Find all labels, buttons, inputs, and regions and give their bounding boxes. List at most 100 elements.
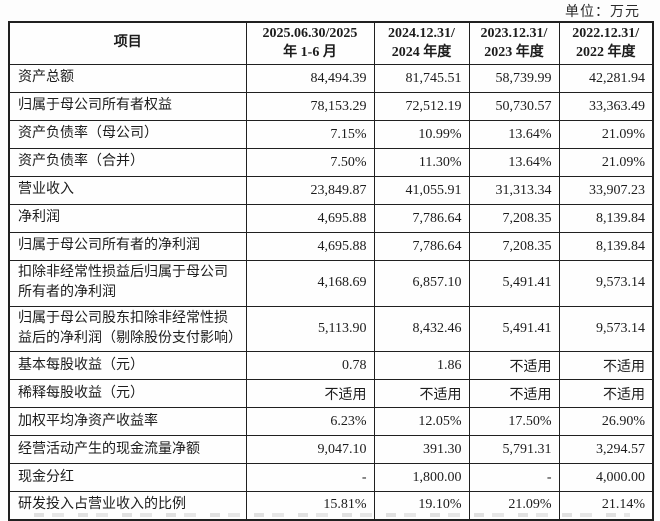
- unit-label: 单位：万元: [565, 5, 640, 20]
- table-row: 归属于母公司股东扣除非经常性损益后的净利润（剔除股份支付影响） 5,113.90…: [8, 305, 654, 353]
- row-label: 营业收入: [8, 176, 247, 205]
- cell-value: 8,432.46: [373, 305, 470, 353]
- header-2024: 2024.12.31/ 2024 年度: [373, 21, 470, 65]
- cell-value: 0.78: [245, 351, 375, 381]
- table-row: 资产负债率（合并） 7.50% 11.30% 13.64% 21.09%: [8, 148, 654, 177]
- header-2023-line1: 2023.12.31/: [480, 25, 548, 41]
- header-item: 项目: [8, 21, 247, 65]
- cell-value: 6,857.10: [373, 260, 470, 307]
- header-2025: 2025.06.30/2025 年 1-6 月: [245, 21, 375, 65]
- cell-value: 81,745.51: [373, 64, 470, 93]
- row-label: 现金分红: [8, 463, 247, 493]
- cell-value: 不适用: [558, 379, 654, 409]
- cell-value: 5,491.41: [468, 260, 560, 307]
- cell-value: 1.86: [373, 351, 470, 381]
- table-row: 营业收入 23,849.87 41,055.91 31,313.34 33,90…: [8, 176, 654, 205]
- table-row: 净利润 4,695.88 7,786.64 7,208.35 8,139.84: [8, 204, 654, 233]
- cell-value: 9,573.14: [558, 305, 654, 353]
- header-2022-line1: 2022.12.31/: [572, 25, 640, 41]
- header-2023: 2023.12.31/ 2023 年度: [468, 21, 560, 65]
- cell-value: 5,791.31: [468, 435, 560, 465]
- row-label: 净利润: [8, 204, 247, 233]
- header-row: 项目 2025.06.30/2025 年 1-6 月 2024.12.31/ 2…: [8, 21, 654, 65]
- cell-value: 4,695.88: [245, 204, 375, 233]
- cell-value: 7.50%: [245, 148, 375, 177]
- cell-value: 12.05%: [373, 407, 470, 437]
- cell-value: 58,739.99: [468, 64, 560, 93]
- header-2025-line2: 年 1-6 月: [283, 44, 337, 60]
- table-row: 扣除非经常性损益后归属于母公司所有者的净利润 4,168.69 6,857.10…: [8, 260, 654, 307]
- cell-value: 31,313.34: [468, 176, 560, 205]
- cell-value: 不适用: [373, 379, 470, 409]
- cell-value: 4,168.69: [245, 260, 375, 307]
- cell-value: 391.30: [373, 435, 470, 465]
- cell-value: 11.30%: [373, 148, 470, 177]
- cell-value: -: [468, 463, 560, 493]
- row-label: 稀释每股收益（元）: [8, 379, 247, 409]
- table-header: 项目 2025.06.30/2025 年 1-6 月 2024.12.31/ 2…: [8, 21, 654, 65]
- cell-value: 不适用: [468, 351, 560, 381]
- cell-value: 不适用: [468, 379, 560, 409]
- cell-value: 10.99%: [373, 120, 470, 149]
- row-label: 基本每股收益（元）: [8, 351, 247, 381]
- cell-value: 42,281.94: [558, 64, 654, 93]
- cell-value: 1,800.00: [373, 463, 470, 493]
- cell-value: 5,491.41: [468, 305, 560, 353]
- cell-value: 4,000.00: [558, 463, 654, 493]
- table-body: 资产总额 84,494.39 81,745.51 58,739.99 42,28…: [8, 64, 654, 521]
- cell-value: 4,695.88: [245, 232, 375, 261]
- row-label: 经营活动产生的现金流量净额: [8, 435, 247, 465]
- cell-value: 3,294.57: [558, 435, 654, 465]
- cell-value: -: [245, 463, 375, 493]
- header-2025-line1: 2025.06.30/2025: [262, 25, 358, 41]
- cell-value: 17.50%: [468, 407, 560, 437]
- cell-value: 72,512.19: [373, 92, 470, 121]
- cell-value: 8,139.84: [558, 232, 654, 261]
- row-label: 加权平均净资产收益率: [8, 407, 247, 437]
- table-row: 资产负债率（母公司） 7.15% 10.99% 13.64% 21.09%: [8, 120, 654, 149]
- cell-value: 7,786.64: [373, 204, 470, 233]
- header-2022: 2022.12.31/ 2022 年度: [558, 21, 654, 65]
- table-row: 归属于母公司所有者权益 78,153.29 72,512.19 50,730.5…: [8, 92, 654, 121]
- header-2024-line1: 2024.12.31/: [388, 25, 455, 41]
- cell-value: 6.23%: [245, 407, 375, 437]
- cell-value: 7,208.35: [468, 232, 560, 261]
- cell-value: 33,363.49: [558, 92, 654, 121]
- cell-value: 21.09%: [558, 148, 654, 177]
- row-label: 扣除非经常性损益后归属于母公司所有者的净利润: [8, 260, 247, 307]
- header-2022-line2: 2022 年度: [576, 44, 636, 60]
- row-label: 资产负债率（母公司）: [8, 120, 247, 149]
- header-2024-line2: 2024 年度: [391, 44, 452, 60]
- cell-value: 13.64%: [468, 148, 560, 177]
- cell-value: 5,113.90: [245, 305, 375, 353]
- cell-value: 7.15%: [245, 120, 375, 149]
- cell-value: 7,786.64: [373, 232, 470, 261]
- cell-value: 13.64%: [468, 120, 560, 149]
- cell-value: 78,153.29: [245, 92, 375, 121]
- cell-value: 9,047.10: [245, 435, 375, 465]
- cell-value: 9,573.14: [558, 260, 654, 307]
- table-row: 资产总额 84,494.39 81,745.51 58,739.99 42,28…: [8, 64, 654, 93]
- row-label: 资产负债率（合并）: [8, 148, 247, 177]
- table-row: 归属于母公司所有者的净利润 4,695.88 7,786.64 7,208.35…: [8, 232, 654, 261]
- table-row: 基本每股收益（元） 0.78 1.86 不适用 不适用: [8, 351, 654, 381]
- cell-value: 23,849.87: [245, 176, 375, 205]
- table-row: 现金分红 - 1,800.00 - 4,000.00: [8, 463, 654, 493]
- cell-value: 不适用: [245, 379, 375, 409]
- row-label: 归属于母公司所有者的净利润: [8, 232, 247, 261]
- cell-value: 7,208.35: [468, 204, 560, 233]
- table-row: 经营活动产生的现金流量净额 9,047.10 391.30 5,791.31 3…: [8, 435, 654, 465]
- financial-summary-table: 项目 2025.06.30/2025 年 1-6 月 2024.12.31/ 2…: [8, 21, 654, 521]
- cropped-footnote-line: [34, 513, 630, 517]
- row-label: 归属于母公司股东扣除非经常性损益后的净利润（剔除股份支付影响）: [8, 305, 247, 353]
- header-2023-line2: 2023 年度: [484, 44, 544, 60]
- cell-value: 8,139.84: [558, 204, 654, 233]
- cell-value: 41,055.91: [373, 176, 470, 205]
- cell-value: 50,730.57: [468, 92, 560, 121]
- cell-value: 26.90%: [558, 407, 654, 437]
- cell-value: 33,907.23: [558, 176, 654, 205]
- row-label: 归属于母公司所有者权益: [8, 92, 247, 121]
- table-row: 稀释每股收益（元） 不适用 不适用 不适用 不适用: [8, 379, 654, 409]
- table-row: 加权平均净资产收益率 6.23% 12.05% 17.50% 26.90%: [8, 407, 654, 437]
- cell-value: 84,494.39: [245, 64, 375, 93]
